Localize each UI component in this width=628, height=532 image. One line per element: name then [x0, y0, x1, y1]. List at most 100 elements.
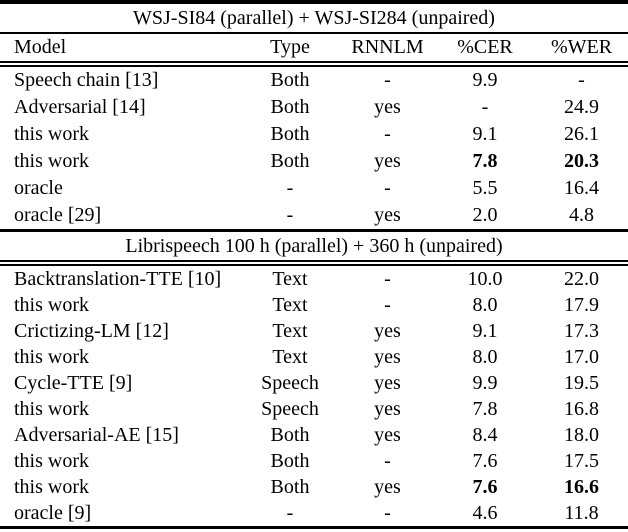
model-cell: oracle [29]	[14, 204, 102, 226]
type-cell: Both	[270, 150, 310, 172]
wer-cell: 18.0	[564, 423, 599, 446]
model-cell: this work	[14, 150, 89, 172]
table-row: this work Both - 7.6 17.5	[0, 448, 628, 474]
type-cell: -	[286, 177, 294, 199]
column-header-cer: %CER	[457, 36, 513, 58]
model-cell: this work	[14, 397, 89, 420]
type-cell: Speech	[261, 371, 319, 394]
table-row: oracle [29] - yes 2.0 4.8	[0, 202, 628, 229]
model-cell: Crictizing-LM [12]	[14, 319, 169, 342]
wer-cell: 22.0	[564, 267, 599, 290]
model-cell: this work	[14, 293, 89, 316]
title-divider-rule	[0, 32, 628, 34]
table-row: oracle [9] - - 4.6 11.8	[0, 500, 628, 526]
section-divider-rule	[0, 229, 628, 232]
rnnlm-cell: yes	[374, 475, 401, 498]
wer-cell: 11.8	[564, 501, 599, 524]
rnnlm-cell: yes	[374, 345, 401, 368]
type-cell: Both	[270, 475, 310, 498]
wer-cell: 17.9	[564, 293, 599, 316]
type-cell: Both	[270, 123, 310, 145]
model-cell: this work	[14, 123, 89, 145]
wer-cell: 20.3	[564, 150, 599, 172]
wer-cell: 24.9	[564, 96, 599, 118]
model-cell: this work	[14, 475, 89, 498]
wer-cell: -	[578, 69, 585, 91]
rnnlm-cell: yes	[374, 423, 401, 446]
table-row: Speech chain [13] Both - 9.9 -	[0, 67, 628, 94]
wer-cell: 16.8	[564, 397, 599, 420]
cer-cell: 9.9	[472, 371, 498, 394]
cer-cell: 2.0	[472, 204, 498, 226]
type-cell: Text	[272, 267, 308, 290]
table-row: Cycle-TTE [9] Speech yes 9.9 19.5	[0, 370, 628, 396]
wer-cell: 19.5	[564, 371, 599, 394]
model-cell: Adversarial-AE [15]	[14, 423, 179, 446]
wer-cell: 17.0	[564, 345, 599, 368]
type-cell: Text	[272, 319, 308, 342]
column-header-rnnlm: RNNLM	[351, 36, 424, 58]
rnnlm-cell: yes	[374, 150, 401, 172]
section-body-wsj: Speech chain [13] Both -9.9- Adversarial [1…	[0, 67, 628, 229]
type-cell: Text	[272, 293, 308, 316]
type-cell: -	[286, 204, 294, 226]
cer-cell: 7.6	[472, 475, 498, 498]
rnnlm-cell: yes	[374, 319, 401, 342]
table-row: this work Text - 8.0 17.9	[0, 292, 628, 318]
type-cell: Both	[270, 69, 310, 91]
rnnlm-cell: yes	[374, 371, 401, 394]
section-title-librispeech: Librispeech 100 h (parallel) + 360 h (un…	[125, 235, 503, 257]
model-cell: Cycle-TTE [9]	[14, 371, 133, 394]
table-row: Adversarial [14] Both yes - 24.9	[0, 94, 628, 121]
type-cell: Speech	[261, 397, 319, 420]
table-row: this work Both yes 7.6 16.6	[0, 474, 628, 500]
rnnlm-cell: yes	[374, 96, 401, 118]
model-cell: Speech chain [13]	[14, 69, 159, 91]
rnnlm-cell: -	[384, 123, 391, 145]
type-cell: Both	[270, 449, 310, 472]
rnnlm-cell: yes	[374, 397, 401, 420]
table-row: Crictizing-LM [12] Text yes 9.1 17.3	[0, 318, 628, 344]
cer-cell: 8.0	[472, 345, 498, 368]
cer-cell: -	[481, 96, 489, 118]
cer-cell: 4.6	[472, 501, 498, 524]
rnnlm-cell: -	[384, 293, 391, 316]
header-double-rule	[0, 61, 628, 67]
rnnlm-cell: yes	[374, 204, 401, 226]
rnnlm-cell: -	[384, 69, 391, 91]
table-row: this work Speech yes 7.8 16.8	[0, 396, 628, 422]
column-header-type: Type	[270, 36, 310, 58]
section-title-wsj: WSJ-SI84 (parallel) + WSJ-SI284 (unpaire…	[133, 7, 495, 29]
model-cell: this work	[14, 449, 89, 472]
wer-cell: 17.5	[564, 449, 599, 472]
section-body-librispeech: Backtranslation-TTE [10] Text -10.0 22.0 thi…	[0, 266, 628, 526]
wer-cell: 17.3	[564, 319, 599, 342]
wer-cell: 16.6	[564, 475, 599, 498]
rnnlm-cell: -	[384, 449, 391, 472]
type-cell: -	[286, 501, 294, 524]
wer-cell: 4.8	[569, 204, 594, 226]
table-row: this work Both yes 7.8 20.3	[0, 148, 628, 175]
cer-cell: 9.1	[472, 123, 498, 145]
cer-cell: 10.0	[467, 267, 503, 290]
type-cell: Both	[270, 96, 310, 118]
cer-cell: 8.0	[472, 293, 498, 316]
model-cell: Adversarial [14]	[14, 96, 146, 118]
table-header-row: Model Type RNNLM %CER %WER	[0, 34, 628, 61]
rnnlm-cell: -	[384, 501, 391, 524]
bottom-rule	[0, 526, 628, 529]
column-header-model: Model	[14, 36, 67, 58]
cer-cell: 9.1	[472, 319, 498, 342]
table-row: Backtranslation-TTE [10] Text - 10.0 22.0	[0, 266, 628, 292]
cer-cell: 5.5	[472, 177, 498, 199]
model-cell: this work	[14, 345, 89, 368]
table-row: oracle - - 5.5 16.4	[0, 175, 628, 202]
cer-cell: 7.8	[472, 397, 498, 420]
rnnlm-cell: -	[384, 177, 391, 199]
cer-cell: 8.4	[472, 423, 498, 446]
column-header-wer: %WER	[550, 36, 613, 58]
table-row: Adversarial-AE [15] Both yes 8.4 18.0	[0, 422, 628, 448]
wer-cell: 16.4	[564, 177, 599, 199]
cer-cell: 7.6	[472, 449, 498, 472]
